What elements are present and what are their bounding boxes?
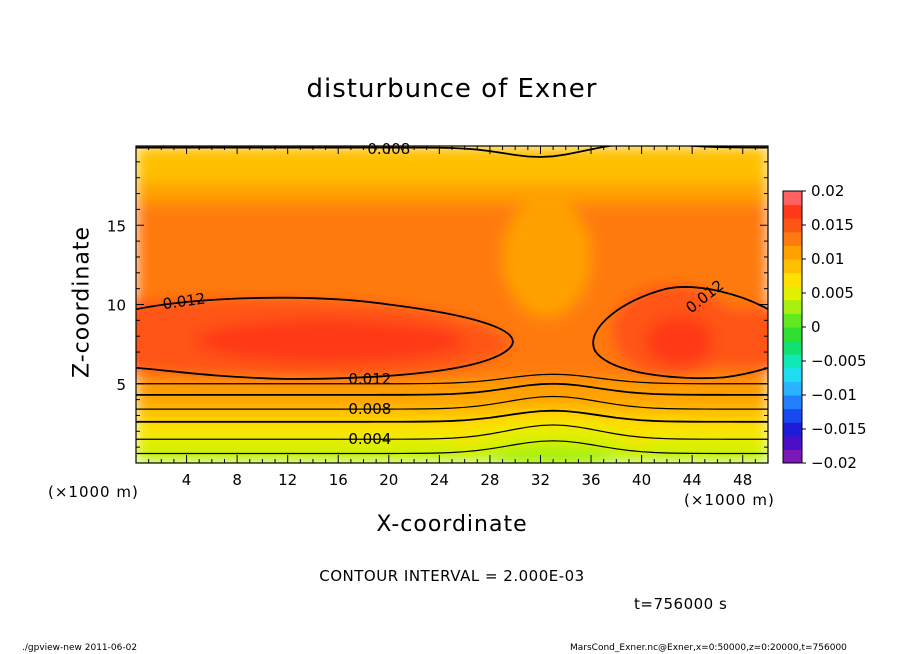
- colorbar-swatch: [783, 299, 802, 314]
- colorbar-swatch: [783, 354, 802, 369]
- field-fill: [136, 146, 768, 463]
- contour-line: [136, 440, 768, 455]
- colorbar-label: −0.02: [811, 454, 857, 472]
- contour-line: [136, 424, 768, 440]
- contour-label: 0.012: [162, 289, 207, 313]
- colorbar-label: −0.01: [811, 386, 857, 404]
- colorbar-swatch: [783, 191, 802, 206]
- time-text: t=756000 s: [634, 595, 728, 613]
- colorbar-label: 0: [811, 318, 821, 336]
- x-tick-label: 32: [531, 471, 550, 489]
- contour-line-0.012-right: [592, 286, 768, 380]
- colorbar-swatch: [783, 327, 802, 342]
- contour-line: [136, 382, 768, 396]
- contour-label: 0.004: [348, 430, 391, 448]
- contour-interval-text: CONTOUR INTERVAL = 2.000E-03: [319, 567, 585, 585]
- x-tick-label: 28: [480, 471, 499, 489]
- colorbar-swatch: [783, 259, 802, 274]
- x-tick-label: 48: [733, 471, 752, 489]
- colorbar-swatch: [783, 245, 802, 260]
- colorbar-swatch: [783, 340, 802, 355]
- footer-left: ./gpview-new 2011-06-02: [22, 643, 138, 653]
- contour-line: [136, 409, 768, 423]
- x-unit-left: (×1000 m): [48, 483, 139, 501]
- x-tick-label: 8: [232, 471, 242, 489]
- plot-area: [136, 146, 768, 463]
- field-core-right: [646, 316, 713, 365]
- colorbar-swatch: [783, 286, 802, 301]
- field-band: [136, 146, 768, 183]
- field-max-right: [717, 307, 768, 368]
- y-axis-label: Z-coordinate: [69, 226, 95, 378]
- contour-label: 0.008: [348, 400, 391, 418]
- colorbar-label: −0.005: [811, 352, 867, 370]
- colorbar-swatch: [783, 231, 802, 246]
- colorbar-swatch: [783, 313, 802, 328]
- x-tick-label: 40: [632, 471, 651, 489]
- contour-lines: [136, 146, 768, 455]
- x-tick-label: 12: [278, 471, 297, 489]
- chart-title: disturbunce of Exner: [306, 74, 598, 104]
- contour-line-0.012-left: [136, 296, 514, 380]
- colorbar: 0.02 0.015 0.01 0.005 0 −0.005 −0.01 −0.015 −0.0…: [782, 182, 867, 472]
- contour-line: [136, 395, 768, 410]
- field-blob: [483, 444, 624, 463]
- x-tick-label: 36: [581, 471, 600, 489]
- contour-line: [136, 373, 768, 385]
- y-tick-label: 5: [116, 376, 126, 394]
- colorbar-label: 0.01: [811, 250, 844, 268]
- x-tick-label: 24: [430, 471, 449, 489]
- y-tick-label: 10: [107, 297, 126, 315]
- contour-label: 0.012: [348, 370, 391, 388]
- colorbar-swatch: [783, 218, 802, 233]
- colorbar-label: 0.02: [811, 182, 844, 200]
- colorbar-swatch: [783, 435, 802, 450]
- colorbar-swatch: [783, 381, 802, 396]
- footer-right: MarsCond_Exner.nc@Exner,x=0:50000,z=0:20…: [570, 643, 847, 653]
- x-tick-label: 20: [379, 471, 398, 489]
- x-tick-label: 4: [182, 471, 192, 489]
- x-unit-right: (×1000 m): [684, 491, 775, 509]
- colorbar-label: 0.015: [811, 216, 854, 234]
- colorbar-swatch: [783, 204, 802, 219]
- colorbar-swatch: [783, 367, 802, 382]
- colorbar-label: −0.015: [811, 420, 867, 438]
- field-band: [136, 453, 768, 463]
- x-axis-label: X-coordinate: [376, 512, 528, 537]
- field-blob: [502, 196, 591, 317]
- colorbar-swatch: [783, 449, 802, 464]
- colorbar-swatch: [783, 395, 802, 410]
- colorbar-label: 0.005: [811, 284, 854, 302]
- colorbar-swatch: [783, 272, 802, 287]
- field-core-left: [192, 319, 465, 362]
- colorbar-swatch: [783, 422, 802, 437]
- colorbar-swatch: [783, 408, 802, 423]
- x-tick-label: 44: [683, 471, 702, 489]
- y-tick-label: 15: [107, 217, 126, 235]
- x-tick-label: 16: [329, 471, 348, 489]
